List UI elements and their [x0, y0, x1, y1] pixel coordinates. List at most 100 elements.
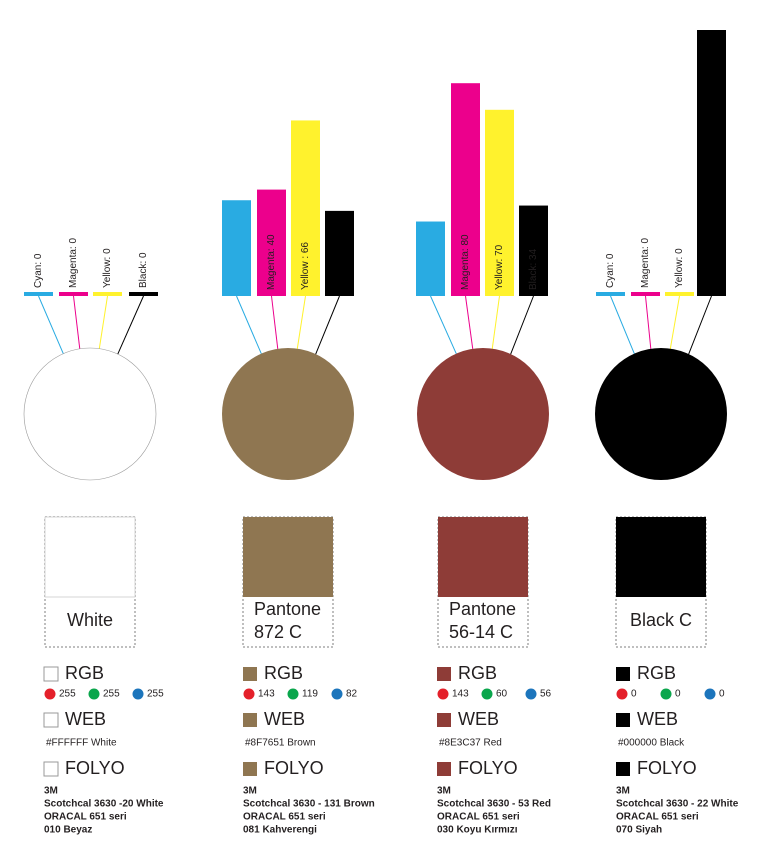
- swatch-name: Pantone: [254, 599, 321, 619]
- rgb-value: 0: [631, 689, 637, 700]
- ink-bar: [257, 189, 286, 296]
- legend-square: [437, 762, 451, 776]
- legend-heading: RGB: [65, 663, 104, 683]
- ink-stub: [665, 292, 694, 296]
- legend-square: [243, 762, 257, 776]
- rgb-dot: [44, 688, 56, 700]
- rgb-value: 56: [540, 689, 552, 700]
- ink-bar: [451, 83, 480, 296]
- folyo-line: Scotchcal 3630 -20 White: [44, 799, 164, 810]
- folyo-line: ORACAL 651 seri: [616, 812, 699, 823]
- ink-label: Magenta: 0: [68, 238, 79, 288]
- legend-square: [243, 713, 257, 727]
- folyo-line: Scotchcal 3630 - 22 White: [616, 799, 739, 810]
- folyo-line: 030 Koyu Kırmızı: [437, 825, 518, 836]
- ink-label: Yellow: 70: [494, 244, 505, 290]
- rgb-dot: [704, 688, 716, 700]
- swatch-name: Black C: [630, 610, 692, 630]
- connector: [509, 295, 534, 356]
- legend-heading: FOLYO: [637, 758, 697, 778]
- ink-label: Magenta: 0: [640, 238, 651, 288]
- connector: [271, 295, 279, 351]
- folyo-line: 3M: [437, 786, 451, 797]
- rgb-value: 143: [258, 689, 275, 700]
- swatch-name: 56-14 C: [449, 622, 513, 642]
- ink-label: Black: 0: [138, 252, 149, 288]
- ink-bar: [222, 200, 251, 296]
- rgb-dot: [437, 688, 449, 700]
- ink-bar: [697, 30, 726, 296]
- ink-label: Cyan: 0: [33, 253, 44, 288]
- connector: [236, 295, 263, 356]
- swatch-name: White: [67, 610, 113, 630]
- legend-heading: WEB: [65, 709, 106, 729]
- legend-heading: WEB: [264, 709, 305, 729]
- folyo-line: 3M: [616, 786, 630, 797]
- connector: [610, 295, 636, 356]
- ink-stub: [59, 292, 88, 296]
- ink-bar: [325, 210, 354, 296]
- web-code: #8E3C37 Red: [439, 738, 502, 749]
- legend-square: [437, 667, 451, 681]
- legend-square: [243, 667, 257, 681]
- connector: [116, 295, 144, 356]
- ink-label: Yellow: 0: [102, 248, 113, 288]
- folyo-line: Scotchcal 3630 - 131 Brown: [243, 799, 375, 810]
- legend-heading: RGB: [637, 663, 676, 683]
- legend-heading: FOLYO: [264, 758, 324, 778]
- folyo-line: ORACAL 651 seri: [437, 812, 520, 823]
- color-circle: [417, 348, 549, 480]
- web-code: #FFFFFF White: [46, 738, 117, 749]
- legend-heading: WEB: [458, 709, 499, 729]
- rgb-value: 255: [59, 689, 76, 700]
- swatch-color: [44, 516, 136, 598]
- connector: [430, 295, 458, 356]
- rgb-dot: [525, 688, 537, 700]
- ink-label: Cyan: 0: [605, 253, 616, 288]
- connector: [98, 295, 108, 351]
- rgb-dot: [481, 688, 493, 700]
- swatch-color: [243, 517, 333, 597]
- swatch-color: [438, 517, 528, 597]
- web-code: #8F7651 Brown: [245, 738, 316, 749]
- ink-label: Magenta: 40: [266, 234, 277, 290]
- folyo-line: 081 Kahverengi: [243, 825, 317, 836]
- folyo-line: ORACAL 651 seri: [243, 812, 326, 823]
- ink-label: Yellow : 66: [300, 242, 311, 290]
- color-circle: [595, 348, 727, 480]
- connector: [465, 295, 474, 351]
- ink-stub: [93, 292, 122, 296]
- rgb-dot: [88, 688, 100, 700]
- color-circle: [222, 348, 354, 480]
- rgb-value: 82: [346, 689, 358, 700]
- ink-stub: [24, 292, 53, 296]
- ink-stub: [596, 292, 625, 296]
- ink-label: Yellow: 0: [674, 248, 685, 288]
- ink-bar: [519, 205, 548, 296]
- rgb-dot: [331, 688, 343, 700]
- rgb-dot: [243, 688, 255, 700]
- rgb-dot: [616, 688, 628, 700]
- legend-square: [616, 762, 630, 776]
- rgb-value: 119: [302, 689, 318, 700]
- rgb-value: 255: [103, 689, 120, 700]
- ink-label: Black: 34: [528, 248, 539, 290]
- folyo-line: ORACAL 651 seri: [44, 812, 127, 823]
- rgb-dot: [660, 688, 672, 700]
- folyo-line: 3M: [44, 786, 58, 797]
- rgb-value: 60: [496, 689, 508, 700]
- folyo-line: 3M: [243, 786, 257, 797]
- swatch-color: [616, 517, 706, 597]
- connector: [296, 295, 306, 351]
- ink-stub: [129, 292, 158, 296]
- rgb-value: 0: [719, 689, 725, 700]
- connector: [314, 295, 340, 356]
- rgb-value: 143: [452, 689, 469, 700]
- legend-square: [43, 712, 59, 728]
- connector: [645, 295, 652, 351]
- legend-square: [616, 667, 630, 681]
- rgb-value: 255: [147, 689, 164, 700]
- connector: [491, 295, 500, 351]
- connector: [38, 295, 65, 356]
